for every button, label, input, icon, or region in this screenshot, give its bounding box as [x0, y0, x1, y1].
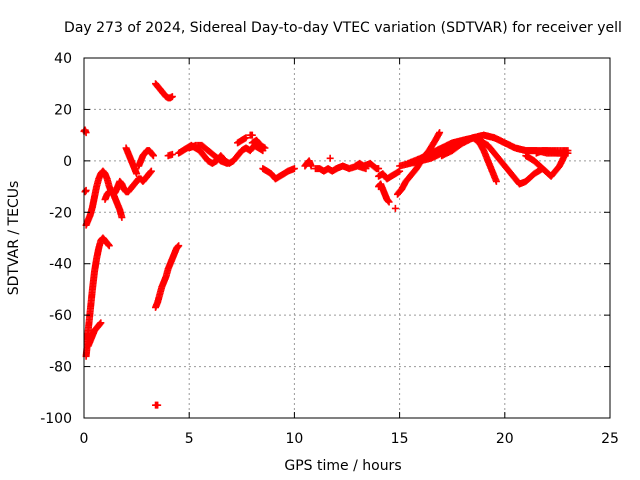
y-tick-label: -60 — [49, 308, 72, 324]
data-point — [133, 170, 141, 178]
data-point — [492, 177, 500, 185]
chart-title: Day 273 of 2024, Sidereal Day-to-day VTE… — [64, 20, 622, 36]
data-point — [436, 129, 444, 137]
x-axis-label: GPS time / hours — [284, 458, 401, 474]
data-point — [154, 401, 162, 409]
data-point — [391, 204, 399, 212]
y-tick-label: -20 — [49, 205, 72, 221]
y-tick-label: 0 — [63, 154, 72, 170]
data-point — [175, 242, 183, 250]
y-tick-label: -80 — [49, 360, 72, 376]
y-tick-label: 20 — [54, 102, 72, 118]
data-point — [168, 93, 176, 101]
data-point — [375, 165, 383, 173]
data-point — [290, 165, 298, 173]
y-axis-label: SDTVAR / TECUs — [6, 181, 22, 296]
data-point — [223, 159, 231, 167]
data-point — [261, 144, 269, 152]
x-axis-ticks: 0 5 10 15 20 25 — [80, 58, 619, 447]
data-point — [248, 131, 256, 139]
grid — [84, 58, 610, 418]
data-point — [97, 319, 105, 327]
x-tick-label: 10 — [285, 431, 303, 447]
y-tick-label: 40 — [54, 51, 72, 67]
data-marks — [80, 80, 572, 409]
x-tick-label: 20 — [496, 431, 514, 447]
plot-frame — [83, 57, 611, 419]
y-axis-ticks: -100 -80 -60 -40 -20 0 20 40 — [40, 51, 610, 427]
data-point — [147, 167, 155, 175]
x-tick-label: 25 — [601, 431, 619, 447]
data-point — [168, 150, 176, 158]
data-point — [564, 147, 572, 155]
x-tick-label: 0 — [80, 431, 89, 447]
y-tick-label: -100 — [40, 411, 72, 427]
data-point — [326, 154, 334, 162]
data-point — [385, 198, 393, 206]
data-point — [118, 213, 126, 221]
data-point — [242, 134, 250, 142]
data-point — [307, 162, 315, 170]
y-tick-label: -40 — [49, 257, 72, 273]
x-tick-label: 5 — [185, 431, 194, 447]
data-point — [149, 152, 157, 160]
data-point — [105, 242, 113, 250]
x-tick-label: 15 — [391, 431, 409, 447]
